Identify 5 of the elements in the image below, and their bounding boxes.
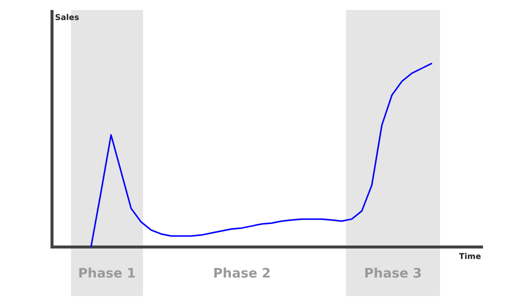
- text: Sales: [55, 13, 80, 22]
- text: Phase 3: [364, 266, 422, 282]
- x-axis-title: Time: [459, 252, 482, 262]
- text: Phase 1: [78, 266, 136, 282]
- text: Phase 2: [213, 266, 271, 282]
